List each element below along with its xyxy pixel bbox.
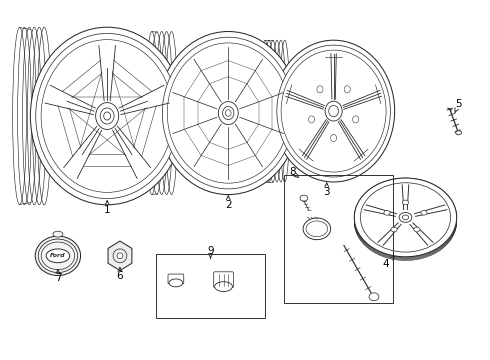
Text: 8: 8 — [289, 167, 298, 177]
Text: 7: 7 — [54, 270, 61, 283]
Ellipse shape — [169, 275, 183, 283]
Ellipse shape — [277, 45, 391, 177]
Ellipse shape — [117, 253, 123, 259]
Text: 9: 9 — [207, 246, 214, 259]
FancyBboxPatch shape — [214, 272, 233, 288]
Text: 6: 6 — [117, 268, 123, 282]
FancyBboxPatch shape — [168, 274, 184, 284]
Ellipse shape — [402, 215, 409, 220]
Ellipse shape — [329, 105, 339, 117]
Text: 3: 3 — [323, 183, 330, 197]
Ellipse shape — [215, 282, 232, 292]
Ellipse shape — [344, 86, 350, 93]
Ellipse shape — [303, 218, 331, 240]
Ellipse shape — [162, 37, 294, 189]
Ellipse shape — [300, 195, 308, 201]
Ellipse shape — [331, 135, 337, 141]
Ellipse shape — [30, 27, 184, 205]
Ellipse shape — [46, 249, 70, 263]
Text: Ford: Ford — [50, 253, 66, 258]
Ellipse shape — [96, 103, 119, 130]
Ellipse shape — [169, 279, 183, 287]
Ellipse shape — [167, 43, 289, 183]
Ellipse shape — [391, 227, 397, 232]
Ellipse shape — [53, 231, 63, 237]
Ellipse shape — [222, 107, 234, 120]
Ellipse shape — [361, 183, 450, 252]
Ellipse shape — [384, 211, 390, 215]
Ellipse shape — [219, 102, 238, 125]
Ellipse shape — [309, 116, 315, 123]
Ellipse shape — [317, 86, 323, 93]
Ellipse shape — [36, 33, 178, 199]
Polygon shape — [108, 241, 132, 271]
Ellipse shape — [421, 211, 427, 215]
Text: 2: 2 — [225, 196, 232, 210]
Ellipse shape — [414, 227, 420, 232]
Text: 4: 4 — [383, 256, 394, 269]
Ellipse shape — [353, 116, 359, 123]
Ellipse shape — [215, 273, 232, 283]
Ellipse shape — [399, 212, 412, 222]
Ellipse shape — [157, 32, 299, 195]
Text: 5: 5 — [455, 99, 462, 112]
Ellipse shape — [354, 178, 457, 257]
Ellipse shape — [369, 293, 379, 301]
Ellipse shape — [325, 101, 342, 121]
Ellipse shape — [402, 200, 409, 205]
Ellipse shape — [456, 131, 462, 135]
Text: 1: 1 — [104, 201, 110, 215]
Ellipse shape — [104, 112, 111, 120]
Ellipse shape — [35, 236, 80, 275]
Ellipse shape — [100, 108, 114, 124]
Ellipse shape — [272, 40, 394, 182]
Ellipse shape — [281, 50, 386, 172]
Ellipse shape — [225, 110, 231, 116]
Ellipse shape — [41, 40, 173, 192]
